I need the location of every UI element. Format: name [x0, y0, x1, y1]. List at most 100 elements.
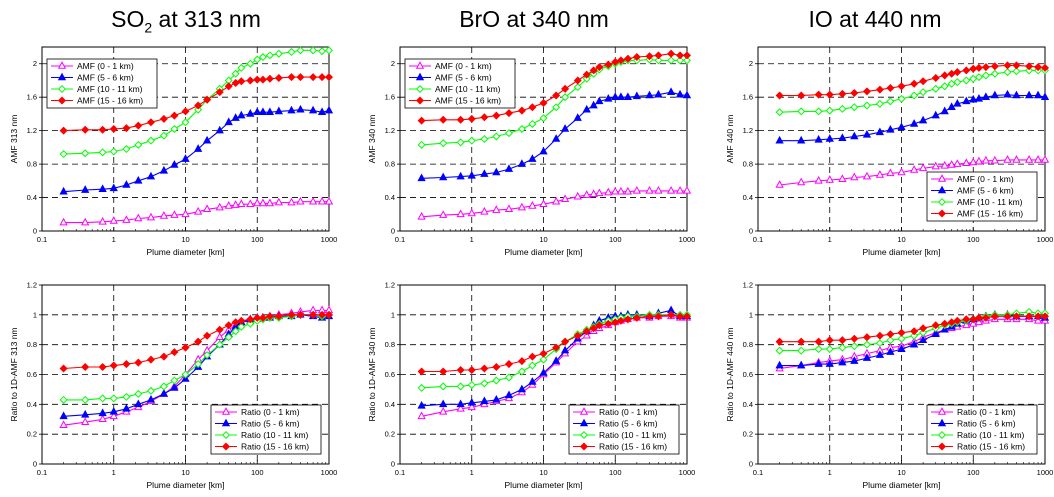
data-point — [962, 76, 971, 85]
legend-marker — [57, 96, 67, 105]
data-point — [215, 88, 224, 97]
data-point — [287, 73, 296, 82]
data-point — [1034, 63, 1043, 72]
data-point — [480, 169, 489, 177]
legend-label: Ratio (5 - 6 km) — [599, 419, 658, 429]
data-point — [667, 56, 676, 65]
data-point — [253, 313, 262, 322]
legend-label: AMF (5 - 6 km) — [435, 73, 492, 83]
series-1 — [59, 196, 333, 226]
data-point — [595, 96, 604, 105]
data-point — [814, 337, 823, 346]
data-point — [775, 180, 784, 188]
data-point — [159, 131, 168, 140]
data-point — [318, 310, 327, 319]
data-point — [59, 126, 68, 135]
legend-entry: AMF (0 - 1 km) — [409, 61, 492, 71]
data-point — [797, 177, 806, 186]
x-axis-label: Plume diameter [km] — [505, 480, 583, 490]
x-tick-label: 1000 — [1037, 235, 1054, 244]
legend-marker — [415, 72, 425, 81]
data-point — [98, 216, 107, 225]
data-point — [947, 69, 956, 78]
data-point — [231, 113, 240, 121]
data-point — [969, 94, 978, 103]
data-point — [632, 91, 641, 100]
data-point — [134, 140, 143, 149]
legend: AMF (0 - 1 km) AMF (5 - 6 km)AMF (10 - 11… — [46, 58, 158, 109]
data-point — [265, 74, 274, 83]
data-point — [918, 163, 928, 172]
data-point — [308, 196, 318, 205]
data-point — [582, 190, 591, 198]
data-point — [645, 52, 654, 61]
data-point — [439, 406, 448, 415]
data-point — [947, 102, 956, 111]
x-tick-label: 10 — [181, 468, 189, 477]
data-point — [654, 51, 663, 60]
x-tick-label: 1000 — [321, 235, 338, 244]
data-point — [1040, 155, 1049, 163]
data-point — [1003, 89, 1012, 98]
data-point — [797, 337, 806, 346]
data-point — [990, 312, 999, 321]
data-point — [1012, 61, 1021, 70]
data-point — [582, 104, 591, 113]
data-point — [59, 420, 68, 429]
data-point — [589, 189, 598, 197]
data-point — [875, 331, 884, 340]
data-point — [918, 115, 928, 124]
data-point — [170, 348, 179, 357]
legend-label: Ratio (0 - 1 km) — [599, 407, 658, 417]
legend-marker — [221, 407, 231, 415]
data-point — [274, 49, 283, 58]
legend-label: AMF (5 - 6 km) — [957, 186, 1014, 196]
data-point — [81, 417, 90, 426]
x-tick-label: 10 — [897, 235, 905, 244]
data-point — [940, 71, 949, 80]
data-point — [981, 92, 991, 100]
data-point — [1040, 312, 1049, 321]
y-tick-label: 2 — [749, 59, 753, 68]
data-point — [417, 211, 426, 220]
data-point — [645, 312, 654, 321]
data-point — [81, 217, 90, 226]
data-point — [59, 150, 68, 159]
data-point — [886, 97, 895, 106]
data-point — [231, 78, 240, 87]
data-point — [146, 136, 155, 145]
data-point — [324, 46, 333, 55]
data-point — [551, 134, 561, 142]
data-point — [666, 87, 676, 95]
data-point — [203, 351, 212, 360]
data-point — [274, 73, 283, 82]
data-point — [676, 56, 685, 65]
data-point — [539, 349, 548, 358]
x-axis-label: Plume diameter [km] — [147, 480, 225, 490]
data-point — [253, 198, 262, 207]
data-point — [122, 215, 131, 223]
data-point — [528, 201, 537, 209]
data-point — [324, 196, 333, 205]
legend-marker — [937, 418, 947, 427]
y-axis-label: Ratio to 1D-AMF 313 nm — [9, 327, 19, 421]
y-axis-label: AMF 340 nm — [367, 115, 377, 164]
data-point — [582, 74, 591, 83]
data-point — [981, 155, 991, 164]
data-point — [862, 353, 872, 361]
data-point — [517, 367, 526, 376]
data-point — [324, 105, 333, 114]
y-tick-label: 0 — [33, 227, 37, 236]
y-tick-label: 1.6 — [27, 93, 37, 102]
x-tick-label: 1000 — [321, 468, 338, 477]
data-point — [181, 118, 190, 127]
data-point — [560, 345, 570, 354]
data-point — [231, 200, 240, 208]
data-point — [814, 90, 823, 99]
data-point — [417, 383, 426, 392]
chart-panel-6: 0.1 1 10 100 1000 0 0.2 0.4 0.6 0.8 1 1.2 Plume diam… — [725, 281, 1053, 491]
data-point — [194, 337, 203, 346]
y-tick-label: 0 — [33, 460, 37, 469]
data-point — [862, 101, 871, 110]
x-tick-label: 0.1 — [395, 235, 405, 244]
